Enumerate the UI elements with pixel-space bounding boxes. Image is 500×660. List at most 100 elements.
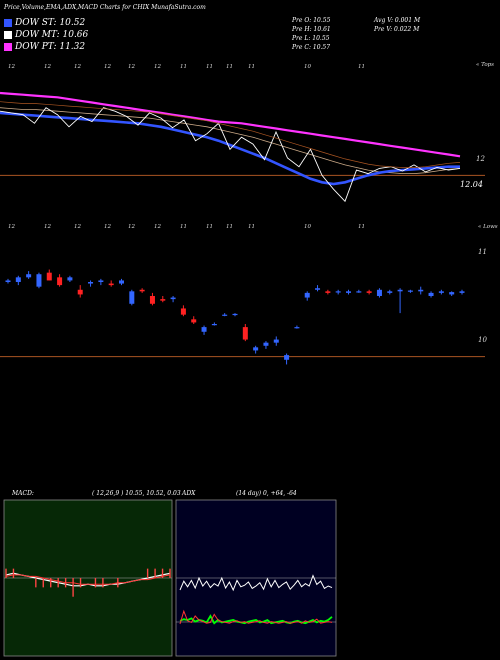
candle-body-35 — [366, 291, 372, 293]
candle-body-38 — [397, 289, 403, 292]
ema-top-label-6: 11 — [180, 64, 187, 70]
price-label-10: 10 — [478, 336, 487, 344]
dow-st-label: DOW ST: 10.52 — [15, 18, 86, 28]
candle-body-11 — [119, 280, 124, 284]
macd-params: ( 12,26,9 ) 10.55, 10.52, 0.03 — [92, 490, 181, 497]
candle-body-7 — [77, 289, 83, 295]
adx-series-adx-0 — [179, 574, 333, 592]
adx-series-di-2 — [179, 609, 333, 625]
price-top-label-8: 11 — [226, 224, 233, 230]
dow-mt-swatch — [4, 30, 12, 39]
avg-volume: Avg V: 0.001 M — [374, 17, 421, 24]
ema-top-label-8: 11 — [226, 64, 233, 70]
candle-body-26 — [273, 339, 279, 343]
price-top-label-6: 11 — [180, 224, 187, 230]
price-top-label-7: 11 — [206, 224, 213, 230]
ema-band-line — [0, 101, 461, 168]
candle-body-30 — [315, 288, 321, 290]
price-top-label-1: 12 — [44, 224, 51, 230]
candle-body-8 — [88, 282, 94, 284]
candle-body-13 — [139, 289, 145, 292]
candle-body-18 — [191, 319, 197, 323]
ema-top-label-2: 12 — [74, 64, 81, 70]
price-top-label-2: 12 — [74, 224, 81, 230]
dow-mt-label: DOW MT: 10.66 — [15, 30, 89, 40]
ema-price-label: 12 — [476, 155, 485, 163]
price-top-label-11: 11 — [358, 224, 365, 230]
ema-top-label-7: 11 — [206, 64, 213, 70]
pre-open: Pre O: 10.55 — [292, 17, 331, 24]
macd-series-signal — [5, 574, 171, 585]
pre-volume: Pre V: 0.022 M — [374, 26, 420, 33]
candle-body-12 — [129, 291, 135, 304]
candle-body-9 — [98, 280, 104, 282]
ema-top-label-11: 11 — [358, 64, 365, 70]
candle-body-28 — [294, 327, 300, 329]
ema-top-label-10: 10 — [304, 64, 311, 70]
candle-body-31 — [325, 291, 331, 293]
candle-body-25 — [263, 342, 269, 346]
price-top-label-3: 12 — [104, 224, 111, 230]
ema-top-label-0: 12 — [8, 64, 15, 70]
candle-body-23 — [242, 327, 248, 340]
adx-series-di-1 — [179, 614, 333, 625]
dow-st-legend: DOW ST: 10.52 — [4, 18, 85, 28]
ema-top-label-9: 11 — [248, 64, 255, 70]
dow-pt-legend: DOW PT: 11.32 — [4, 42, 85, 52]
candle-body-29 — [304, 292, 310, 298]
candle-body-6 — [67, 277, 73, 281]
candle-body-27 — [284, 355, 290, 360]
candle-body-32 — [335, 291, 341, 293]
candle-body-1 — [15, 277, 21, 282]
dow-st-swatch — [4, 18, 12, 27]
candle-body-14 — [149, 296, 155, 304]
ema-current-price: 12.04 — [460, 180, 483, 189]
candle-body-19 — [201, 327, 207, 332]
tops-label: « Tops — [476, 62, 495, 68]
candle-body-43 — [449, 292, 455, 295]
pre-high: Pre H: 10.61 — [292, 26, 331, 33]
candle-body-40 — [418, 289, 424, 292]
candle-body-42 — [438, 291, 444, 293]
candle-body-24 — [253, 347, 259, 351]
candle-body-20 — [211, 324, 217, 326]
price-top-label-0: 12 — [8, 224, 15, 230]
price-top-label-10: 10 — [304, 224, 311, 230]
ema-series-dow-st — [0, 111, 460, 186]
candle-body-36 — [376, 289, 382, 296]
candle-body-0 — [5, 280, 11, 282]
candle-body-5 — [57, 277, 63, 286]
ema-top-label-5: 12 — [154, 64, 161, 70]
candle-body-4 — [46, 272, 52, 281]
ema-top-label-3: 12 — [104, 64, 111, 70]
candle-body-17 — [180, 308, 186, 315]
macd-label: MACD: — [12, 490, 34, 497]
candle-body-39 — [407, 290, 413, 292]
ema-series-price — [0, 107, 461, 203]
dow-pt-swatch — [4, 42, 12, 51]
candle-body-44 — [459, 291, 465, 293]
pre-close: Pre C: 10.57 — [292, 44, 331, 51]
dow-mt-legend: DOW MT: 10.66 — [4, 30, 88, 40]
candle-body-22 — [232, 313, 238, 316]
candle-body-2 — [26, 274, 32, 278]
candle-body-15 — [160, 299, 166, 301]
price-top-label-9: 11 — [248, 224, 255, 230]
candle-body-3 — [36, 274, 42, 287]
chart-title: Price,Volume,EMA,ADX,MACD Charts for CHI… — [4, 4, 206, 11]
candle-body-41 — [428, 292, 434, 296]
ema-top-label-4: 12 — [128, 64, 135, 70]
adx-params: (14 day) 0, +64, -64 — [236, 490, 297, 497]
dow-pt-label: DOW PT: 11.32 — [15, 42, 86, 52]
adx-label: ADX — [182, 490, 196, 497]
pre-low: Pre L: 10.55 — [292, 35, 330, 42]
candle-body-37 — [387, 291, 393, 293]
ema-top-label-1: 12 — [44, 64, 51, 70]
candle-body-16 — [170, 297, 176, 300]
ema-series-dow-pt — [0, 91, 461, 158]
candle-body-33 — [346, 291, 351, 293]
lows-label: « Lows — [478, 224, 498, 230]
candle-body-10 — [108, 283, 114, 286]
